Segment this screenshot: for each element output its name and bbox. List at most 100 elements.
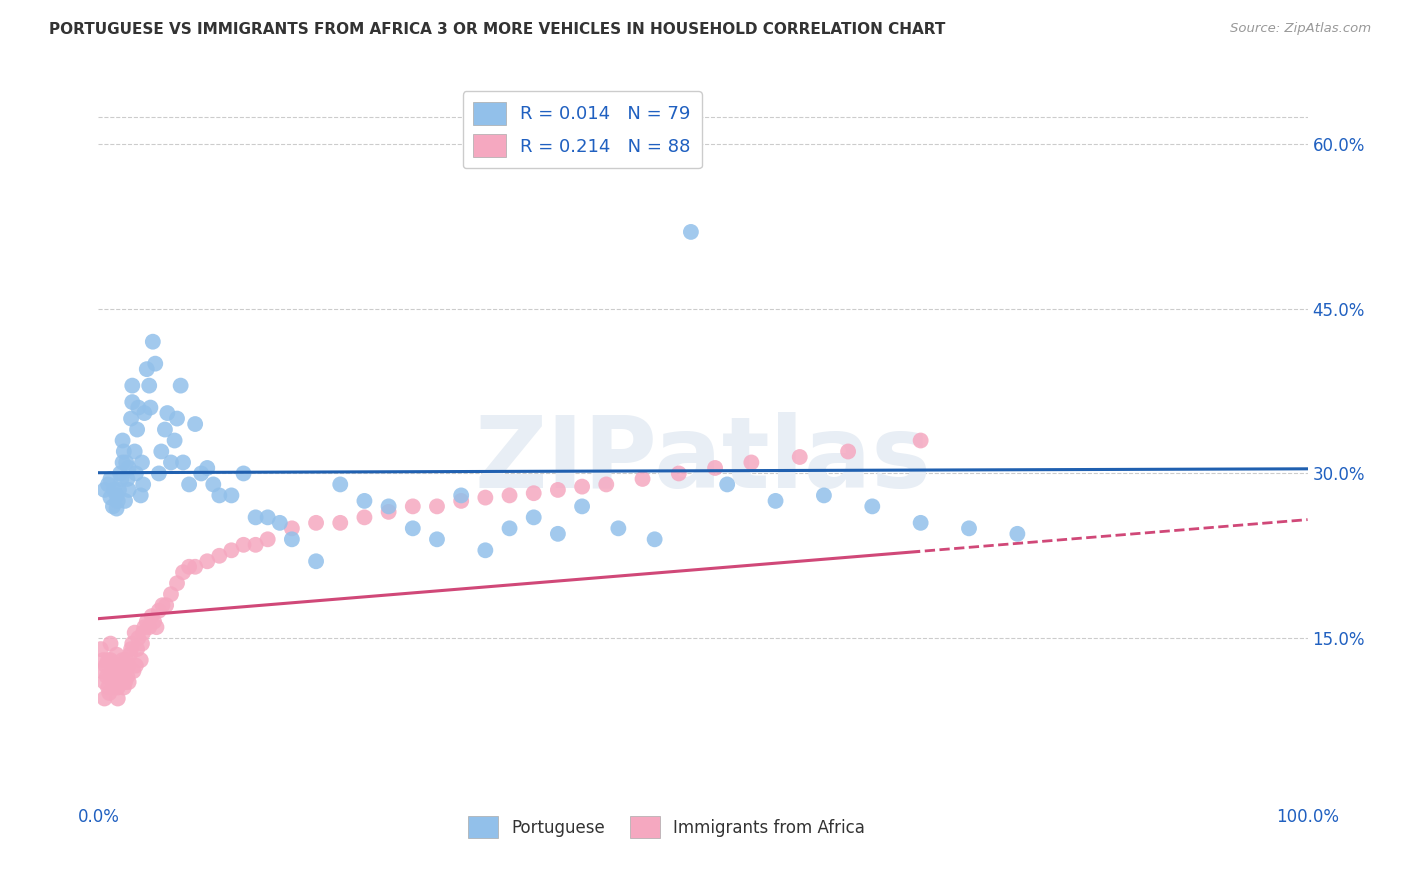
Point xyxy=(837,444,859,458)
Legend: Portuguese, Immigrants from Africa: Portuguese, Immigrants from Africa xyxy=(461,810,872,845)
Point xyxy=(523,486,546,500)
Point xyxy=(91,653,114,667)
Point xyxy=(221,488,243,502)
Point xyxy=(124,444,146,458)
Point xyxy=(474,543,496,558)
Point xyxy=(110,472,132,486)
Point xyxy=(105,648,128,662)
Point xyxy=(124,625,146,640)
Point xyxy=(547,526,569,541)
Point xyxy=(329,477,352,491)
Point xyxy=(160,455,183,469)
Point xyxy=(96,669,118,683)
Point xyxy=(131,637,153,651)
Point xyxy=(644,533,666,547)
Point xyxy=(179,477,201,491)
Point xyxy=(100,491,122,505)
Point xyxy=(110,675,132,690)
Point xyxy=(127,642,149,657)
Point xyxy=(111,455,134,469)
Point xyxy=(202,477,225,491)
Point xyxy=(402,500,425,514)
Point xyxy=(256,533,278,547)
Point xyxy=(138,620,160,634)
Point xyxy=(172,455,194,469)
Point xyxy=(114,664,136,678)
Point xyxy=(115,455,138,469)
Point xyxy=(679,225,702,239)
Point xyxy=(114,675,136,690)
Point xyxy=(143,357,166,371)
Point xyxy=(118,675,141,690)
Point xyxy=(153,423,176,437)
Point xyxy=(118,461,141,475)
Point xyxy=(716,477,738,491)
Point xyxy=(121,395,143,409)
Point xyxy=(402,521,425,535)
Point xyxy=(143,615,166,629)
Point xyxy=(910,434,932,448)
Point xyxy=(156,406,179,420)
Point xyxy=(101,500,124,514)
Point xyxy=(152,598,174,612)
Point xyxy=(120,642,142,657)
Point xyxy=(523,510,546,524)
Point xyxy=(166,411,188,425)
Text: Source: ZipAtlas.com: Source: ZipAtlas.com xyxy=(1230,22,1371,36)
Point xyxy=(169,378,191,392)
Point xyxy=(108,669,131,683)
Point xyxy=(100,669,122,683)
Point xyxy=(129,653,152,667)
Point xyxy=(305,554,328,568)
Point xyxy=(105,669,128,683)
Point xyxy=(184,417,207,431)
Point xyxy=(142,334,165,349)
Point xyxy=(221,543,243,558)
Point xyxy=(595,477,617,491)
Point xyxy=(269,516,291,530)
Point xyxy=(353,494,375,508)
Point xyxy=(118,648,141,662)
Point xyxy=(305,516,328,530)
Point xyxy=(114,494,136,508)
Point xyxy=(765,494,787,508)
Point xyxy=(571,480,593,494)
Point xyxy=(166,576,188,591)
Point xyxy=(150,444,173,458)
Point xyxy=(112,444,135,458)
Point xyxy=(107,681,129,695)
Point xyxy=(108,483,131,497)
Point xyxy=(100,653,122,667)
Point xyxy=(155,598,177,612)
Point xyxy=(208,549,231,563)
Point xyxy=(281,521,304,535)
Point xyxy=(957,521,980,535)
Point xyxy=(105,658,128,673)
Point xyxy=(329,516,352,530)
Point xyxy=(108,467,131,481)
Point xyxy=(498,488,520,502)
Point xyxy=(172,566,194,580)
Point xyxy=(97,681,120,695)
Point xyxy=(353,510,375,524)
Point xyxy=(232,467,254,481)
Point xyxy=(117,669,139,683)
Point xyxy=(103,681,125,695)
Point xyxy=(426,533,449,547)
Point xyxy=(104,675,127,690)
Point xyxy=(121,378,143,392)
Point xyxy=(860,500,883,514)
Point xyxy=(98,686,121,700)
Point xyxy=(127,631,149,645)
Point xyxy=(256,510,278,524)
Point xyxy=(105,501,128,516)
Point xyxy=(118,658,141,673)
Point xyxy=(547,483,569,497)
Point xyxy=(111,434,134,448)
Point xyxy=(132,625,155,640)
Point xyxy=(148,467,170,481)
Point xyxy=(281,533,304,547)
Point xyxy=(160,587,183,601)
Point xyxy=(120,411,142,425)
Point xyxy=(91,664,114,678)
